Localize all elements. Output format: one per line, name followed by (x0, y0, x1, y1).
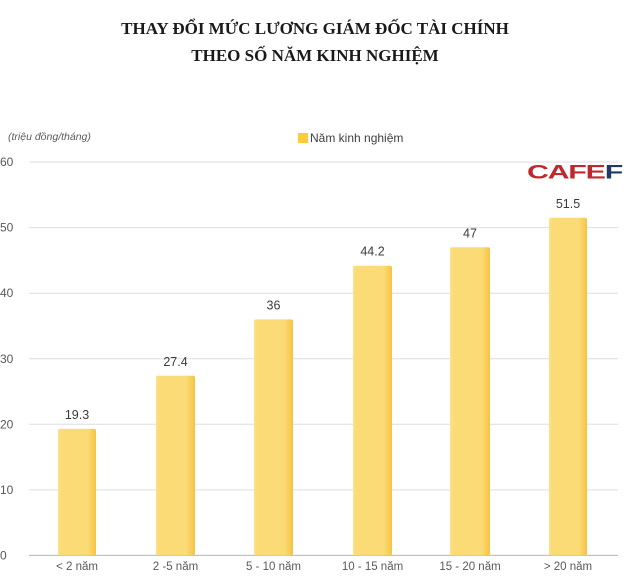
svg-text:47: 47 (463, 226, 477, 240)
svg-text:< 2 năm: < 2 năm (56, 561, 98, 573)
svg-text:0: 0 (0, 548, 7, 562)
svg-text:2 -5 năm: 2 -5 năm (153, 561, 198, 573)
svg-text:44.2: 44.2 (360, 245, 384, 259)
svg-text:51.5: 51.5 (556, 197, 580, 211)
svg-text:> 20 năm: > 20 năm (544, 561, 592, 573)
svg-text:10: 10 (0, 483, 14, 497)
svg-text:20: 20 (0, 417, 14, 431)
svg-text:50: 50 (0, 221, 14, 235)
svg-text:27.4: 27.4 (163, 355, 187, 369)
svg-text:30: 30 (0, 352, 14, 366)
svg-text:10 - 15 năm: 10 - 15 năm (342, 561, 403, 573)
svg-text:5 - 10 năm: 5 - 10 năm (246, 561, 301, 573)
svg-text:15 - 20 năm: 15 - 20 năm (439, 561, 500, 573)
svg-text:40: 40 (0, 286, 14, 300)
svg-text:36: 36 (267, 298, 281, 312)
svg-text:19.3: 19.3 (65, 408, 89, 422)
svg-text:60: 60 (0, 155, 14, 169)
